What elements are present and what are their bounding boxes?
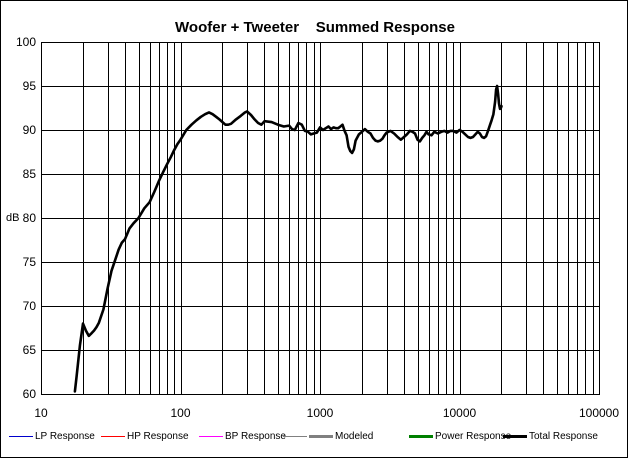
legend-swatch <box>199 435 223 437</box>
legend-item: HP Response <box>101 429 189 443</box>
x-tick-label: 100 <box>170 406 190 420</box>
legend-swatch <box>283 435 307 437</box>
legend-label: Power Response <box>435 430 512 442</box>
y-tick-label: 65 <box>23 343 37 357</box>
legend: LP Response HP Response BP Response Modeled… <box>9 429 621 445</box>
series-line-total-response <box>73 84 503 393</box>
x-tick-label: 100000 <box>579 406 619 420</box>
legend-label: Modeled <box>335 430 374 442</box>
y-tick-label: 90 <box>23 123 37 137</box>
legend-swatch <box>503 434 527 438</box>
y-tick-label: 60 <box>23 387 37 401</box>
legend-item: Power Response <box>409 429 511 443</box>
legend-item: BP Response <box>199 429 286 443</box>
legend-label: Total Response <box>529 430 598 442</box>
y-tick-label: 100 <box>16 35 36 49</box>
x-tick-label: 1000 <box>307 406 334 420</box>
legend-item <box>283 429 309 443</box>
y-axis-label: dB <box>6 212 19 224</box>
legend-item: Total Response <box>503 429 598 443</box>
y-tick-label: 80 <box>23 211 37 225</box>
legend-label: BP Response <box>225 430 286 442</box>
legend-label: HP Response <box>127 430 189 442</box>
legend-item: LP Response <box>9 429 95 443</box>
x-tick-label: 10000 <box>443 406 477 420</box>
y-tick-label: 75 <box>23 255 37 269</box>
y-tick-label: 95 <box>23 79 37 93</box>
legend-swatch <box>309 434 333 438</box>
plot-border <box>41 42 600 395</box>
legend-label: LP Response <box>35 430 95 442</box>
y-tick-label: 70 <box>23 299 37 313</box>
legend-swatch <box>9 435 33 437</box>
legend-swatch <box>409 434 433 438</box>
chart-title: Woofer + Tweeter Summed Response <box>175 19 455 36</box>
x-tick-label: 10 <box>34 406 48 420</box>
legend-item: Modeled <box>309 429 373 443</box>
y-tick-label: 85 <box>23 167 37 181</box>
legend-swatch <box>101 435 125 437</box>
